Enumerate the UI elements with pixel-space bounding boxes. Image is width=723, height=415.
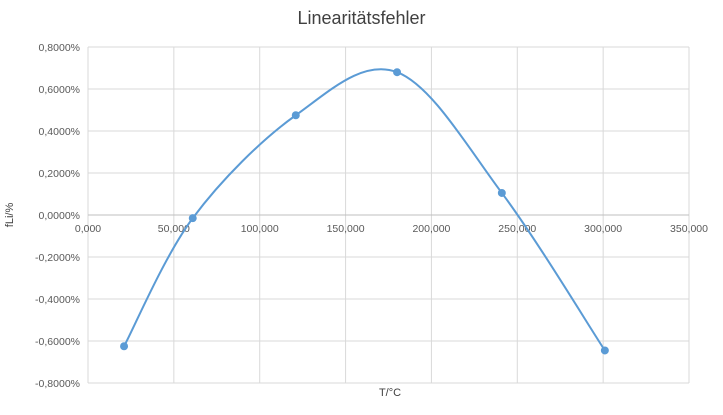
data-point <box>188 214 197 223</box>
x-tick-label: 0,000 <box>75 223 101 235</box>
y-tick-label: 0,2000% <box>39 168 80 180</box>
data-point <box>120 342 129 351</box>
data-point <box>393 68 402 77</box>
x-tick-label: 200,000 <box>412 223 450 235</box>
data-point <box>291 111 300 120</box>
y-tick-label: 0,6000% <box>39 84 80 96</box>
x-tick-label: 150,000 <box>327 223 365 235</box>
y-tick-label: -0,8000% <box>35 378 80 390</box>
y-tick-label: 0,0000% <box>39 210 80 222</box>
x-tick-label: 250,000 <box>498 223 536 235</box>
data-point <box>497 188 506 197</box>
y-axis-title: fLi/% <box>4 202 16 228</box>
y-tick-label: -0,6000% <box>35 336 80 348</box>
x-axis-title: T/°C <box>378 387 402 399</box>
x-tick-label: 100,000 <box>241 223 279 235</box>
series-line <box>123 68 606 352</box>
x-tick-label: 50,000 <box>158 223 190 235</box>
y-tick-label: -0,2000% <box>35 252 80 264</box>
x-tick-label: 300,000 <box>584 223 622 235</box>
x-tick-label: 350,000 <box>670 223 708 235</box>
y-tick-label: -0,4000% <box>35 294 80 306</box>
y-tick-label: 0,8000% <box>39 42 80 54</box>
data-point <box>600 346 609 355</box>
chart-title: Linearitätsfehler <box>297 8 426 28</box>
y-tick-label: 0,4000% <box>39 126 80 138</box>
